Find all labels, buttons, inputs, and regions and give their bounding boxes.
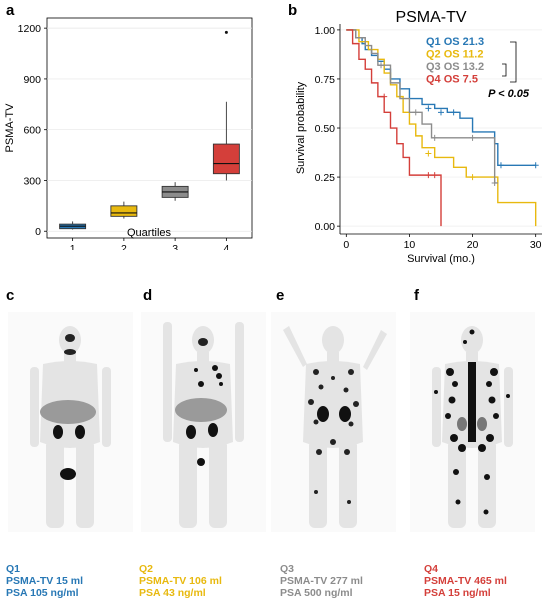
survival-curve-line bbox=[346, 29, 442, 227]
survival-y-tick-label: 0.50 bbox=[315, 123, 336, 135]
boxplot-x-tick-label: 3 bbox=[172, 243, 178, 250]
boxplot-chart: 0 300 600 900 1200 1 2 3 4 Quartiles PSMA-TV bbox=[4, 17, 253, 250]
caption-q1-psa: PSA 105 ng/ml bbox=[6, 587, 79, 599]
panel-letter-d: d bbox=[143, 287, 153, 304]
survival-censor-mark bbox=[450, 109, 457, 116]
survival-legend-entry: Q1 OS 21.3 bbox=[426, 36, 484, 48]
survival-legend-entry: Q2 OS 11.2 bbox=[426, 49, 483, 61]
survival-x-ticks: 0 10 20 30 bbox=[343, 234, 542, 251]
survival-censor-mark bbox=[425, 150, 432, 157]
caption-q4: Q4 PSMA-TV 465 ml PSA 15 ng/ml bbox=[424, 563, 507, 599]
caption-q2: Q2 PSMA-TV 106 ml PSA 43 ng/ml bbox=[139, 563, 222, 599]
survival-censor-mark bbox=[425, 105, 432, 112]
survival-censor-mark bbox=[438, 109, 444, 116]
panel-letter-c: c bbox=[6, 287, 15, 304]
survival-chart: PSMA-TV 0.00 0.25 0.50 0.75 1.00 0 10 20 30 Q1 … bbox=[295, 9, 542, 265]
survival-censor-mark bbox=[431, 172, 438, 179]
caption-q3-quartile: Q3 bbox=[280, 563, 295, 575]
survival-x-tick-label: 20 bbox=[467, 239, 479, 251]
survival-curve-line bbox=[346, 29, 498, 184]
survival-y-tick-label: 0.75 bbox=[315, 74, 336, 86]
boxplot-plot-area bbox=[46, 17, 253, 239]
survival-censor-mark bbox=[532, 162, 539, 169]
boxplot-y-ticks: 0 300 600 900 1200 bbox=[18, 23, 47, 238]
boxplot-x-tick-label: 2 bbox=[121, 243, 127, 250]
box-2 bbox=[110, 201, 138, 219]
boxplot-x-tick-label: 1 bbox=[70, 243, 76, 250]
pet-scan-q1 bbox=[8, 312, 133, 532]
survival-legend-entry: Q3 OS 13.2 bbox=[426, 61, 484, 73]
survival-censor-mark bbox=[378, 62, 385, 69]
pet-scan-q2 bbox=[141, 312, 266, 532]
survival-y-ticks: 0.00 0.25 0.50 0.75 1.00 bbox=[315, 25, 340, 233]
box-body bbox=[110, 205, 138, 217]
survival-censor-mark bbox=[497, 162, 504, 169]
boxplot-y-axis-label: PSMA-TV bbox=[4, 103, 16, 153]
survival-series-4 bbox=[346, 29, 442, 227]
survival-y-tick-label: 1.00 bbox=[315, 25, 336, 37]
significance-brackets bbox=[502, 41, 517, 83]
box-4 bbox=[212, 30, 240, 181]
survival-curve-line bbox=[346, 29, 537, 227]
survival-curves bbox=[346, 29, 539, 227]
survival-x-tick-label: 30 bbox=[530, 239, 542, 251]
box-body bbox=[212, 143, 240, 175]
survival-legend: Q1 OS 21.3Q2 OS 11.2Q3 OS 13.2Q4 OS 7.5 bbox=[426, 36, 484, 86]
survival-x-axis-label: Survival (mo.) bbox=[407, 253, 475, 265]
survival-legend-entry: Q4 OS 7.5 bbox=[426, 74, 478, 86]
box-1 bbox=[59, 221, 87, 230]
survival-censor-mark bbox=[469, 174, 476, 181]
pet-scan-q3 bbox=[271, 312, 396, 532]
boxplot-y-tick-label: 0 bbox=[35, 226, 41, 238]
survival-censor-mark bbox=[425, 172, 432, 179]
survival-censor-mark bbox=[431, 134, 438, 141]
survival-chart-title: PSMA-TV bbox=[395, 9, 466, 26]
caption-q2-tv: PSMA-TV 106 ml bbox=[139, 575, 222, 587]
boxplot-marks bbox=[59, 30, 240, 230]
survival-x-tick-label: 10 bbox=[404, 239, 416, 251]
survival-censor-mark bbox=[412, 109, 419, 116]
caption-q3-psa: PSA 500 ng/ml bbox=[280, 587, 353, 599]
caption-q3-tv: PSMA-TV 277 ml bbox=[280, 575, 363, 587]
caption-q4-psa: PSA 15 ng/ml bbox=[424, 587, 491, 599]
boxplot-y-tick-label: 600 bbox=[23, 125, 41, 137]
survival-y-axis-label: Survival probability bbox=[295, 81, 307, 174]
survival-series-3 bbox=[346, 29, 498, 186]
survival-censor-mark bbox=[381, 93, 388, 100]
survival-curve-line bbox=[346, 29, 536, 167]
survival-censor-mark bbox=[469, 134, 476, 141]
caption-q4-tv: PSMA-TV 465 ml bbox=[424, 575, 507, 587]
p-value-annotation: P < 0.05 bbox=[488, 88, 530, 100]
caption-q2-quartile: Q2 bbox=[139, 563, 154, 575]
boxplot-x-ticks: 1 2 3 4 bbox=[70, 238, 229, 250]
survival-censor-mark bbox=[491, 179, 498, 186]
box-3 bbox=[161, 182, 189, 201]
caption-q3: Q3 PSMA-TV 277 ml PSA 500 ng/ml bbox=[280, 563, 363, 599]
boxplot-gridlines bbox=[47, 27, 252, 232]
caption-q1-tv: PSMA-TV 15 ml bbox=[6, 575, 84, 587]
caption-q4-quartile: Q4 bbox=[424, 563, 439, 575]
pet-scan-q4 bbox=[410, 312, 535, 532]
boxplot-x-axis-label: Quartiles bbox=[127, 227, 172, 239]
box-outlier bbox=[224, 30, 228, 34]
survival-y-tick-label: 0.25 bbox=[315, 172, 336, 184]
boxplot-y-tick-label: 900 bbox=[23, 74, 41, 86]
survival-x-tick-label: 0 bbox=[343, 239, 349, 251]
survival-series-1 bbox=[346, 29, 539, 169]
panel-letter-e: e bbox=[276, 287, 285, 304]
boxplot-y-tick-label: 300 bbox=[23, 175, 41, 187]
panel-letter-a: a bbox=[6, 2, 15, 19]
survival-series-2 bbox=[346, 29, 537, 227]
boxplot-x-tick-label: 4 bbox=[223, 243, 229, 250]
panel-letter-b: b bbox=[288, 2, 298, 19]
survival-y-tick-label: 0.00 bbox=[315, 221, 336, 233]
panel-letter-f: f bbox=[414, 287, 419, 304]
caption-q1-quartile: Q1 bbox=[6, 563, 21, 575]
caption-q1: Q1 PSMA-TV 15 ml PSA 105 ng/ml bbox=[6, 563, 83, 599]
caption-q2-psa: PSA 43 ng/ml bbox=[139, 587, 206, 599]
boxplot-y-tick-label: 1200 bbox=[18, 23, 42, 35]
